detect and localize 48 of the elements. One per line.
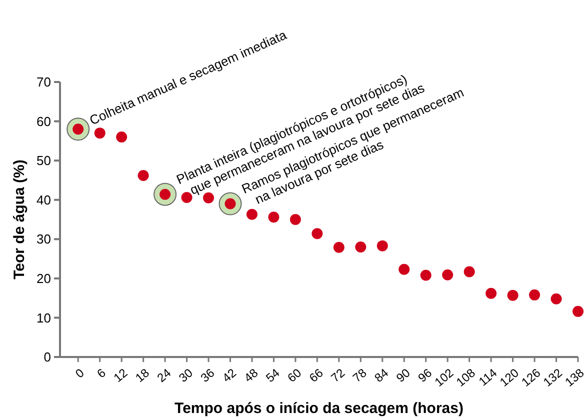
x-tick-label: 30 xyxy=(176,366,196,386)
x-tick-label: 72 xyxy=(328,366,348,386)
point xyxy=(464,266,475,278)
point xyxy=(355,242,366,252)
point xyxy=(116,132,128,142)
x-tick-label: 6 xyxy=(94,366,109,381)
x-tick-label: 114 xyxy=(476,366,500,389)
y-tick-label: 40 xyxy=(36,192,51,208)
point xyxy=(290,214,301,225)
point xyxy=(550,293,562,304)
point xyxy=(529,289,540,300)
x-tick-label: 18 xyxy=(132,366,152,386)
x-tick-label: 54 xyxy=(263,366,283,386)
x-tick-label: 90 xyxy=(394,366,413,386)
point xyxy=(94,128,106,139)
x-tick-label: 48 xyxy=(241,366,261,386)
x-tick-label: 24 xyxy=(154,366,174,386)
x-tick-label: 66 xyxy=(306,366,326,386)
y-tick-label: 30 xyxy=(36,232,51,247)
point xyxy=(333,242,344,253)
point xyxy=(138,170,149,181)
point xyxy=(268,212,280,223)
point xyxy=(398,264,410,275)
y-tick-label: 0 xyxy=(44,350,51,365)
point xyxy=(246,208,258,220)
x-tick-label: 0 xyxy=(72,366,87,381)
x-tick-label: 108 xyxy=(454,366,478,390)
y-tick-label: 50 xyxy=(36,153,51,168)
y-tick-label: 20 xyxy=(36,270,51,286)
y-tick-label: 70 xyxy=(36,74,51,90)
x-tick-label: 42 xyxy=(220,366,240,386)
x-tick-label: 84 xyxy=(372,366,392,386)
x-tick-label: 78 xyxy=(350,366,370,386)
point xyxy=(507,290,518,301)
x-axis-title: Tempo após o início da secagem (horas) xyxy=(174,400,464,417)
y-tick-label: 60 xyxy=(36,114,51,129)
point xyxy=(486,288,497,299)
point xyxy=(572,306,584,317)
point xyxy=(420,270,432,281)
point xyxy=(442,269,454,280)
point xyxy=(181,192,192,203)
x-tick-label: 12 xyxy=(110,366,130,386)
x-tick-label: 36 xyxy=(198,366,218,386)
x-tick-label: 60 xyxy=(284,366,304,386)
point xyxy=(312,228,323,240)
y-tick-label: 10 xyxy=(36,310,51,326)
point xyxy=(376,240,388,252)
y-axis-title: Teor de água (%) xyxy=(11,160,28,280)
